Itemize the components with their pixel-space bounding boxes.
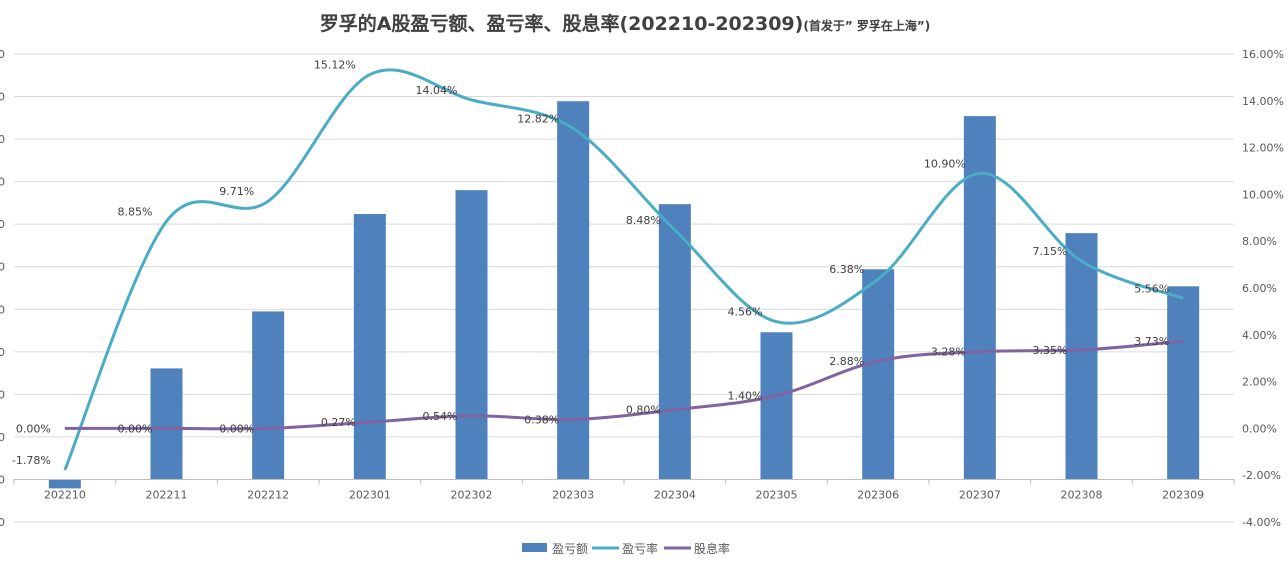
bar-202303 xyxy=(557,101,590,480)
legend-label: 盈亏率 xyxy=(622,541,658,556)
x-axis-tick-label: 202307 xyxy=(959,488,1001,501)
data-label: -1.78% xyxy=(12,454,51,467)
left-axis-tick-label: 0 xyxy=(0,516,5,529)
x-axis-tick-label: 202308 xyxy=(1061,488,1103,501)
legend: 盈亏额 盈亏率 股息率 xyxy=(522,541,730,556)
data-label: 15.12% xyxy=(314,59,356,72)
chart-title: 罗孚的A股盈亏额、盈亏率、股息率(202210-202309)(首发于” 罗孚在… xyxy=(320,12,931,35)
bar-202212 xyxy=(252,311,285,480)
x-axis-tick-label: 202210 xyxy=(44,488,86,501)
right-axis-tick-label: 2.00% xyxy=(1242,376,1277,389)
left-axis-tick-label: 0 xyxy=(0,218,5,231)
x-axis-tick-label: 202304 xyxy=(654,488,696,501)
data-label: 2.88% xyxy=(829,355,864,368)
left-axis-tick-label: 0 xyxy=(0,91,5,104)
line-dividend-rate xyxy=(64,339,1184,431)
bar-202305 xyxy=(760,332,793,480)
right-axis-tick-label: -2.00% xyxy=(1242,469,1281,482)
bar-202307 xyxy=(963,116,996,480)
bar-202302 xyxy=(455,190,488,480)
left-axis-tick-label: 0 xyxy=(0,388,5,401)
left-axis-tick-label: 0 xyxy=(0,48,5,61)
bar-202301 xyxy=(353,213,386,480)
data-label: 0.00% xyxy=(16,422,51,435)
bar-202211 xyxy=(150,368,183,480)
data-label: 6.38% xyxy=(829,263,864,276)
data-label: 8.48% xyxy=(626,214,661,227)
right-axis-tick-label: 6.00% xyxy=(1242,282,1277,295)
x-axis-tick-label: 202211 xyxy=(146,488,188,501)
left-axis-tick-label: 0 xyxy=(0,431,5,444)
right-axis-tick-label: 12.00% xyxy=(1242,142,1284,155)
right-axis-tick-label: 0.00% xyxy=(1242,422,1277,435)
right-axis-tick-label: 16.00% xyxy=(1242,48,1284,61)
x-axis-tick-label: 202212 xyxy=(247,488,289,501)
left-axis-tick-label: 0 xyxy=(0,176,5,189)
data-label: 4.56% xyxy=(728,306,763,319)
left-axis-tick-label: 0 xyxy=(0,346,5,359)
data-label: 8.85% xyxy=(118,205,153,218)
right-axis-tick-label: 8.00% xyxy=(1242,235,1277,248)
legend-label: 股息率 xyxy=(694,541,730,556)
data-label: 0.00% xyxy=(118,422,153,435)
data-label: 14.04% xyxy=(416,84,458,97)
x-axis-tick-label: 202309 xyxy=(1162,488,1204,501)
bar-202309 xyxy=(1167,286,1200,480)
bar-202306 xyxy=(862,269,895,480)
right-axis-tick-label: 14.00% xyxy=(1242,95,1284,108)
left-axis-tick-label: 0 xyxy=(0,473,5,486)
right-axis-tick-label: -4.00% xyxy=(1242,516,1281,529)
data-label: 0.38% xyxy=(524,414,559,427)
legend-label: 盈亏额 xyxy=(552,542,588,556)
data-label: 0.80% xyxy=(626,404,661,417)
data-label: 1.40% xyxy=(728,390,763,403)
x-axis-tick-label: 202306 xyxy=(857,488,899,501)
bar-202210 xyxy=(48,479,81,489)
x-axis-tick-label: 202302 xyxy=(451,488,493,501)
x-axis-tick-label: 202303 xyxy=(552,488,594,501)
data-label: 3.28% xyxy=(931,346,966,359)
bar-202304 xyxy=(658,204,691,480)
data-label: 7.15% xyxy=(1033,245,1068,258)
data-label: 9.71% xyxy=(219,185,254,198)
x-axis-tick-label: 202305 xyxy=(756,488,798,501)
x-axis-tick-label: 202301 xyxy=(349,488,391,501)
data-label: 12.82% xyxy=(517,112,559,125)
title-main: 罗孚的A股盈亏额、盈亏率、股息率(202210-202309) xyxy=(320,12,804,35)
right-axis-tick-label: 4.00% xyxy=(1242,329,1277,342)
data-label: 0.27% xyxy=(321,416,356,429)
data-label: 3.35% xyxy=(1033,344,1068,357)
title-sub: (首发于” 罗孚在上海”) xyxy=(803,18,930,33)
left-axis-tick-label: 0 xyxy=(0,261,5,274)
bar-202308 xyxy=(1065,233,1098,480)
legend-swatch-bar xyxy=(522,543,547,552)
right-axis-tick-label: 10.00% xyxy=(1242,188,1284,201)
data-label: 5.56% xyxy=(1134,282,1169,295)
data-label: 10.90% xyxy=(924,157,966,170)
data-label: 0.54% xyxy=(423,410,458,423)
left-axis-tick-label: 0 xyxy=(0,303,5,316)
left-axis-tick-label: 0 xyxy=(0,133,5,146)
data-label: 0.00% xyxy=(219,422,254,435)
line-profit-rate xyxy=(63,68,1184,471)
data-label: 3.73% xyxy=(1134,335,1169,348)
